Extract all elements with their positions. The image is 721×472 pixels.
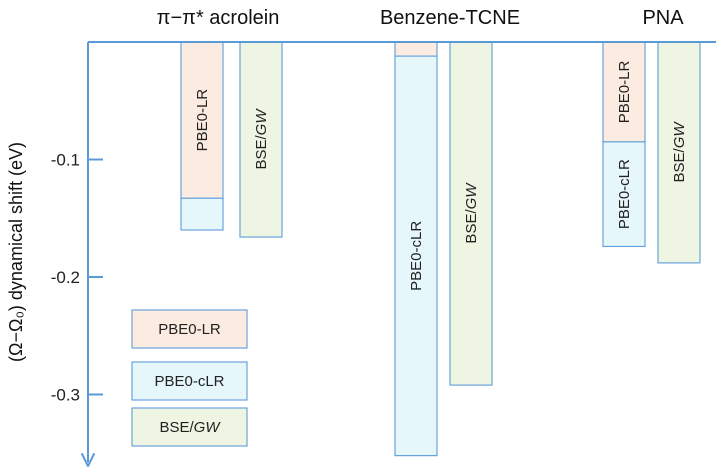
y-axis-label: (Ω−Ω₀) dynamical shift (eV) [6,142,26,362]
legend-swatch [131,361,248,401]
bar-label-1: PBE0-LR [616,61,633,124]
bar-segment-pbe0-clr [180,197,224,231]
bar-segment-pbe0-clr [394,55,438,457]
bar-label: PBE0-LR [194,89,211,152]
legend-swatch [131,407,248,447]
y-tick-label: -0.2 [51,268,80,287]
bar-segment-pbe0-lr [180,41,224,199]
legend-label: PBE0-cLR [154,373,224,390]
group-title: PNA [642,7,684,29]
group-title: π−π* acrolein [157,7,280,29]
bar-segment-bse-gw [657,41,701,264]
bar-segment-pbe0-clr [602,141,646,248]
bar-label: PBE0-cLR [408,221,425,291]
legend-label: PBE0-LR [158,321,221,338]
bar-segment-pbe0-lr [394,41,438,57]
group-title: Benzene-TCNE [380,7,520,29]
bar-label: BSE/GW [253,108,270,170]
bar-segment-bse-gw [449,41,493,386]
legend-swatch [131,309,248,349]
y-tick-label: -0.3 [51,386,80,405]
bar-label-2: PBE0-cLR [616,159,633,229]
legend-label: BSE/GW [159,419,221,436]
y-tick-label: -0.1 [51,151,80,170]
bar-label: BSE/GW [671,121,688,183]
bar-segment-bse-gw [239,41,283,238]
bar-label: BSE/GW [463,182,480,244]
y-axis-arrow-icon [81,453,95,467]
